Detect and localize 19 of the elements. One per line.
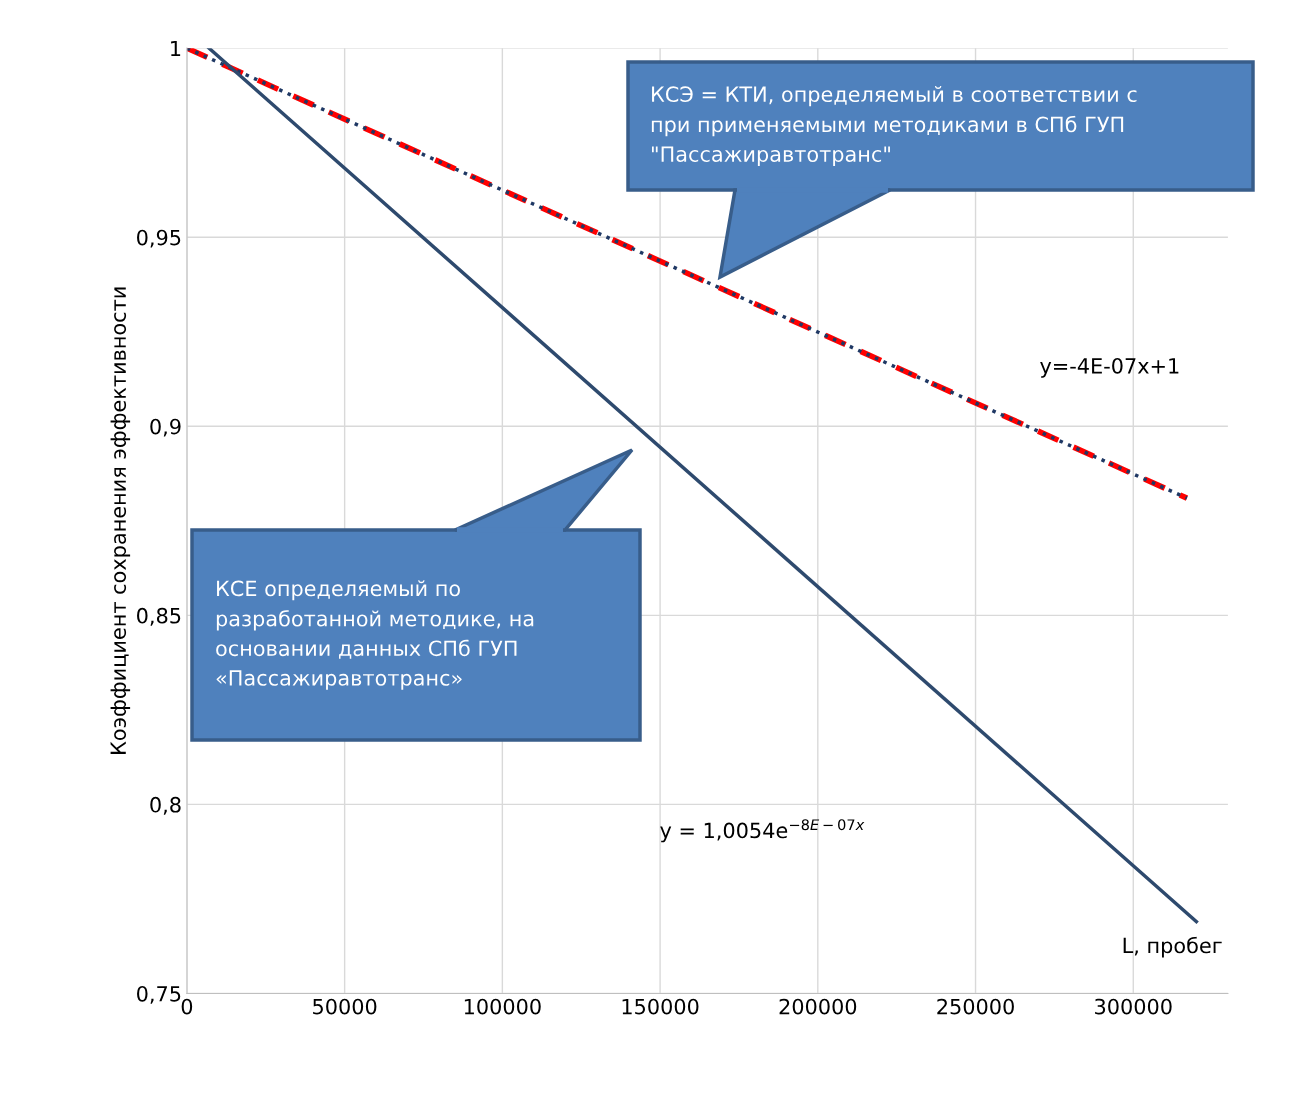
y-tick-label: 0,75: [137, 985, 181, 1004]
x-tick-label: 250000: [937, 998, 1014, 1015]
annotation: y=-4E-07x+1: [1040, 357, 1179, 378]
x-tick-label: 50000: [313, 998, 377, 1015]
x-axis-title: L, пробег: [1123, 936, 1222, 958]
x-tick-label: 0: [181, 998, 193, 1015]
y-tick-label: 0,95: [137, 229, 181, 248]
y-tick-label: 0,9: [150, 418, 181, 437]
annotation: y = 1,0054e$^{−8E−07x}$: [660, 819, 865, 843]
y-tick-label: 1: [171, 40, 181, 57]
y-tick-label: 0,85: [137, 607, 181, 626]
x-tick-label: 100000: [464, 998, 541, 1015]
annotation: КСЭ = КТИ, определяемый в соответствии с при применяемыми методиками в СПб ГУП "Пассажиравтотранс": [651, 86, 1137, 167]
y-axis-title: Коэффициент сохранения эффективности: [110, 287, 131, 754]
annotation: КСЕ определяемый по разработанной методике, на основании данных СПб ГУП «Пассажиравтотранс»: [216, 580, 534, 690]
x-tick-label: 300000: [1095, 998, 1172, 1015]
x-tick-label: 200000: [779, 998, 857, 1015]
y-tick-label: 0,8: [150, 796, 181, 815]
x-tick-label: 150000: [622, 998, 699, 1015]
